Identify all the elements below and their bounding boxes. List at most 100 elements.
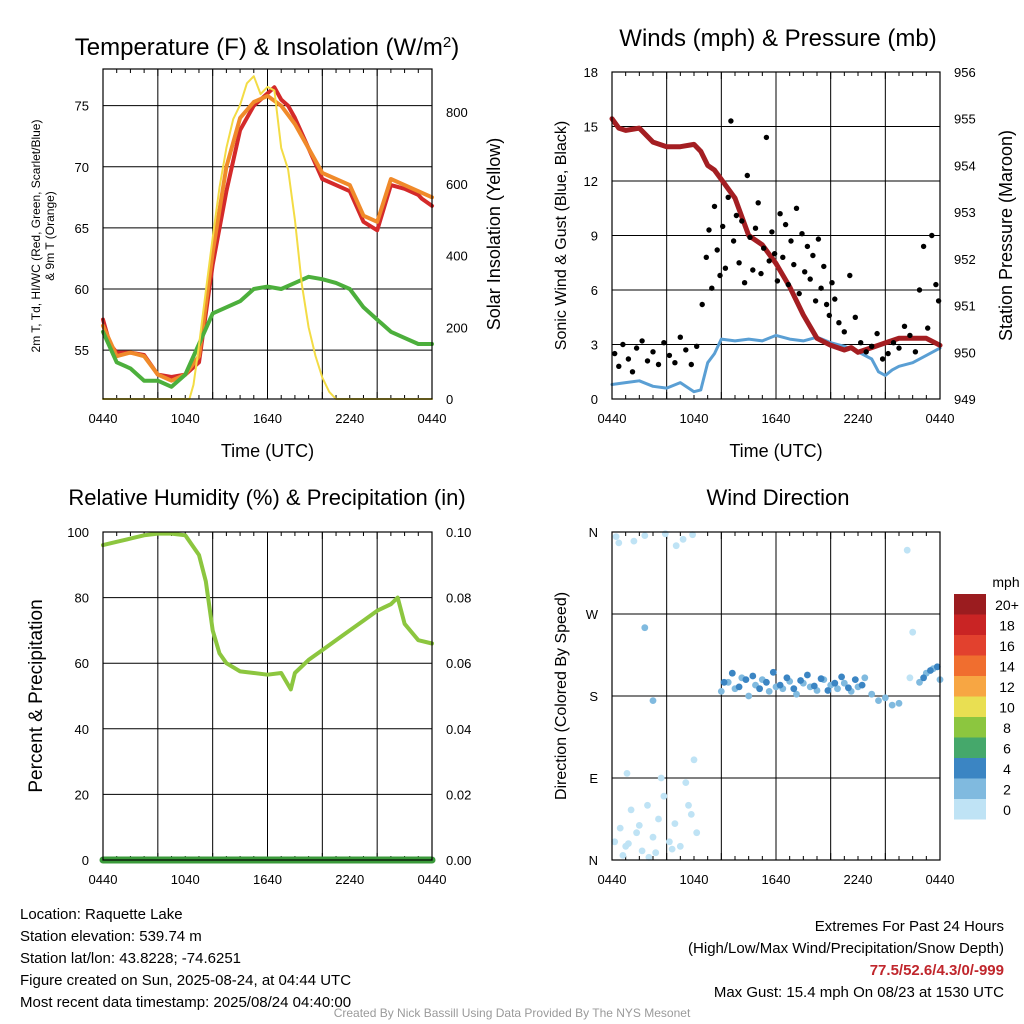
data-point: [912, 349, 919, 355]
y-tick-label: N: [589, 525, 598, 540]
data-point: [660, 792, 668, 800]
data-point: [668, 845, 676, 853]
legend-label: 20+: [995, 597, 1019, 613]
data-point: [749, 672, 757, 680]
extremes-values: 77.5/52.6/4.3/0/-999: [869, 962, 1004, 979]
x-tick-label: 0440: [598, 411, 627, 426]
data-point: [763, 678, 770, 686]
x-tick-label: 2240: [844, 411, 873, 426]
most-recent-timestamp: Most recent data timestamp: 2025/08/24 0…: [20, 994, 352, 1011]
legend-swatch: [954, 614, 986, 635]
data-point: [817, 675, 825, 683]
data-point: [755, 200, 761, 206]
legend-label: 12: [999, 679, 1015, 695]
grid-lines: [612, 72, 940, 399]
data-point: [832, 296, 838, 302]
data-point: [685, 801, 692, 809]
data-point: [927, 667, 934, 674]
data-point: [679, 535, 687, 543]
data-point: [652, 849, 660, 857]
speed-legend: mph 20+ 18 16 14 12 10 8 6 4 2 0: [954, 574, 1020, 820]
data-point: [616, 824, 624, 832]
chart-title: Wind Direction: [706, 485, 849, 510]
data-point: [649, 697, 657, 704]
data-point: [885, 350, 891, 357]
data-point: [739, 218, 745, 224]
legend-label: 8: [1003, 720, 1011, 736]
data-point: [645, 853, 653, 861]
x-axis-label: Time (UTC): [729, 441, 822, 461]
data-point: [619, 852, 627, 859]
y-tick-label: 0: [591, 392, 598, 407]
data-point: [851, 676, 859, 683]
data-point: [920, 243, 927, 250]
data-point: [717, 272, 723, 279]
data-point: [761, 245, 767, 251]
data-point: [812, 298, 819, 304]
data-point: [706, 227, 712, 233]
data-point: [763, 134, 770, 141]
y-axis-label-left: Sonic Wind & Gust (Blue, Black): [553, 121, 570, 350]
y-axis-label-left: 2m T, Td, HI/WC (Red, Green, Scarlet/Blu…: [29, 120, 57, 353]
series-line-1: [610, 333, 942, 394]
grid-lines: [103, 532, 432, 860]
data-point: [630, 537, 638, 545]
legend-swatch: [954, 778, 986, 799]
x-tick-label: 0440: [926, 872, 955, 887]
x-tick-label: 1040: [171, 872, 200, 887]
data-point: [611, 838, 619, 846]
data-point: [771, 251, 778, 257]
data-point: [744, 172, 750, 179]
station-elevation: Station elevation: 539.74 m: [20, 928, 202, 945]
legend-label: 10: [999, 700, 1015, 716]
data-point: [742, 676, 750, 683]
plot-frame: [611, 71, 941, 400]
data-point: [758, 270, 764, 277]
data-point: [933, 663, 941, 671]
plot-frame: [102, 531, 433, 861]
chart-panel-2: Winds (mph) & Pressure (mb) 0440 1040 1640 2…: [553, 25, 1016, 461]
data-point: [829, 280, 835, 286]
data-point: [804, 243, 811, 250]
data-point: [616, 363, 622, 369]
y-tick-label: 12: [584, 174, 598, 189]
data-point: [615, 539, 623, 547]
data-point: [785, 281, 791, 288]
x-tick-label: 0440: [89, 872, 118, 887]
y-tick-label: N: [589, 853, 598, 868]
extremes-subtitle: (High/Low/Max Wind/Precipitation/Snow De…: [688, 940, 1004, 957]
data-point: [747, 234, 753, 240]
data-point: [735, 683, 743, 691]
max-gust: Max Gust: 15.4 mph On 08/23 at 1530 UTC: [713, 984, 1004, 1001]
data-point: [736, 260, 742, 266]
grid-lines: [612, 532, 940, 860]
data-point: [888, 701, 896, 709]
x-tick-label: 2240: [335, 872, 364, 887]
data-point: [730, 238, 737, 244]
data-point: [625, 356, 632, 362]
data-point: [672, 542, 680, 550]
series-line-4: [102, 75, 433, 400]
credit-line: Created By Nick Bassill Using Data Provi…: [333, 1006, 691, 1020]
data-point: [690, 756, 698, 764]
data-point: [633, 345, 640, 351]
data-point: [810, 252, 816, 259]
data-point: [689, 531, 696, 539]
data-point: [728, 118, 734, 124]
data-point: [638, 847, 646, 855]
data-point: [671, 820, 679, 827]
data-point: [896, 345, 902, 351]
data-point: [807, 276, 813, 282]
data-point: [650, 349, 656, 355]
data-point: [774, 278, 781, 284]
data-point: [765, 688, 773, 695]
data-point: [858, 681, 866, 689]
data-point: [834, 685, 841, 693]
data-point: [776, 681, 784, 689]
y-tick-label-right: 950: [954, 345, 976, 360]
data-point: [907, 332, 913, 339]
data-point: [677, 334, 683, 340]
data-point: [666, 352, 673, 359]
data-point: [788, 238, 794, 244]
